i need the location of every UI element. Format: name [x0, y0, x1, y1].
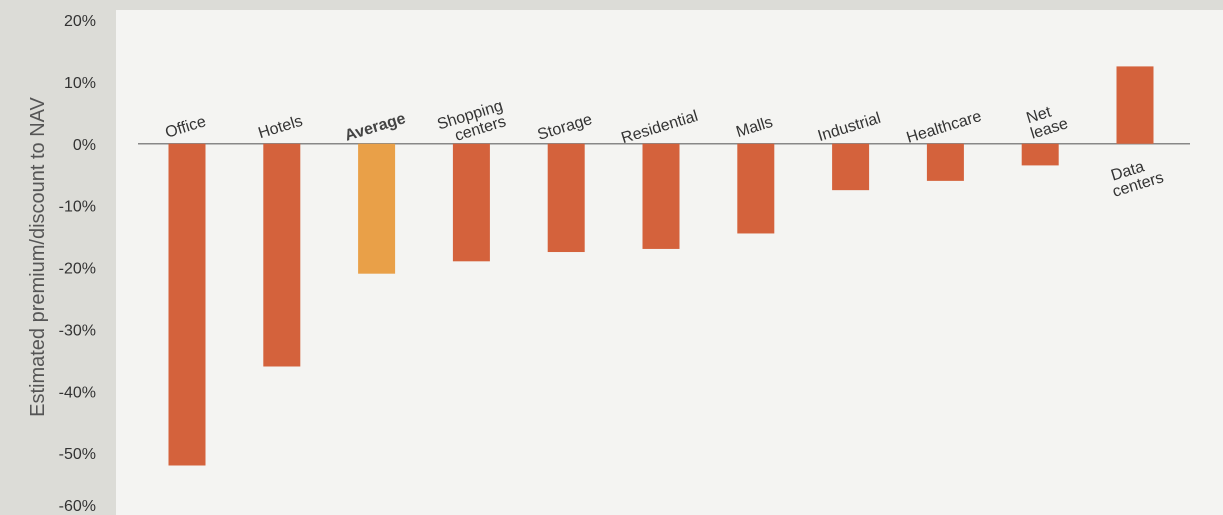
bar — [547, 143, 585, 253]
bar — [1116, 66, 1154, 144]
bar — [452, 143, 490, 262]
bar — [1021, 143, 1059, 166]
y-tick-label: -20% — [59, 261, 96, 278]
y-tick-label: 10% — [64, 75, 96, 92]
y-tick-label: -40% — [59, 384, 96, 401]
y-tick-label: -60% — [59, 498, 96, 515]
bar — [832, 143, 870, 191]
bar — [737, 143, 775, 234]
y-tick-label: -10% — [59, 199, 96, 216]
y-tick-label: 20% — [64, 13, 96, 30]
y-tick-label: -30% — [59, 322, 96, 339]
bar — [263, 143, 301, 367]
y-tick-label: -50% — [59, 446, 96, 463]
y-tick-labels: 20% 10% 0% -10% -20% -30% -40% -50% -60% — [59, 13, 96, 515]
y-axis-title: Estimated premium/discount to NAV — [27, 96, 49, 416]
bars — [168, 66, 1154, 466]
bar — [926, 143, 964, 181]
bar — [642, 143, 680, 249]
y-tick-label: 0% — [73, 137, 96, 154]
bar — [358, 143, 396, 274]
plot-area — [116, 10, 1223, 515]
bar — [168, 143, 206, 466]
